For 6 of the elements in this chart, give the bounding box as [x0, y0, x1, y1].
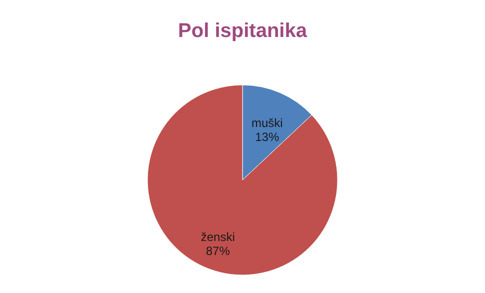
slice-label: ženski	[200, 230, 235, 244]
data-label: 13%	[255, 130, 280, 144]
data-label: 87%	[206, 244, 230, 258]
slice-label: muški	[251, 116, 283, 130]
pie-slice	[147, 84, 338, 276]
chart-title: Pol ispitanika	[178, 20, 308, 42]
